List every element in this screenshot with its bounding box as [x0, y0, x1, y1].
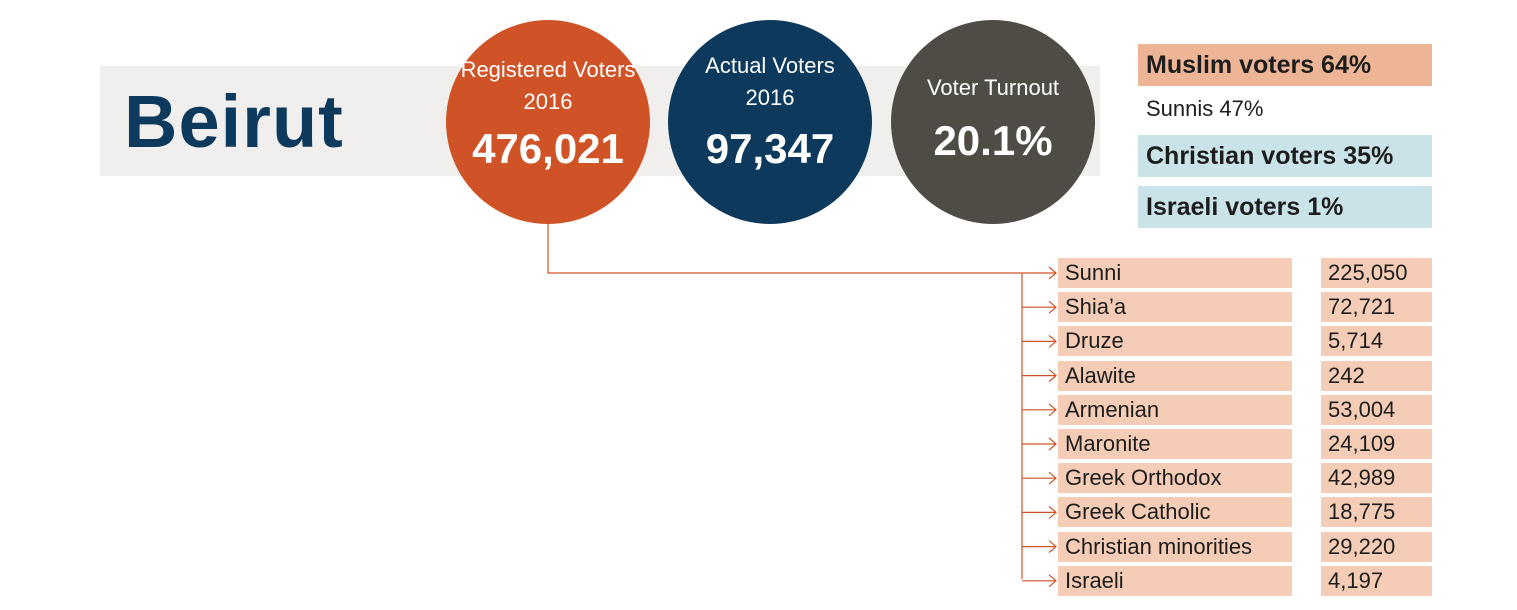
breakdown-value: 18,775 — [1321, 497, 1432, 528]
actual-voters-circle: Actual Voters 2016 97,347 — [668, 20, 872, 224]
city-title: Beirut — [124, 80, 344, 163]
breakdown-value: 242 — [1321, 360, 1432, 391]
registered-voters-label: Registered Voters 2016 — [460, 57, 636, 114]
breakdown-label: Israeli — [1058, 565, 1292, 596]
connector-arrow-head — [1048, 334, 1057, 348]
breakdown-label: Greek Orthodox — [1058, 463, 1292, 494]
breakdown-label: Maronite — [1058, 429, 1292, 459]
connector-arrow-head — [1048, 505, 1057, 519]
voter-turnout-value: 20.1% — [933, 117, 1053, 164]
breakdown-value: 53,004 — [1321, 394, 1432, 425]
registered-voters-circle: Registered Voters 2016 476,021 — [446, 20, 650, 224]
connector-arrow-head — [1048, 369, 1057, 383]
connector-arrow-head — [1048, 266, 1057, 280]
breakdown-value: 29,220 — [1321, 531, 1432, 562]
breakdown-value: 24,109 — [1321, 429, 1432, 459]
connector-arrow-head — [1048, 540, 1057, 554]
breakdown-value: 72,721 — [1321, 292, 1432, 323]
actual-voters-value: 97,347 — [705, 125, 835, 172]
breakdown-label: Armenian — [1058, 394, 1292, 425]
registered-voters-value: 476,021 — [472, 125, 624, 172]
connector-arrow-head — [1048, 437, 1057, 451]
breakdown-label: Druze — [1058, 326, 1292, 357]
breakdown-value: 42,989 — [1321, 463, 1432, 494]
muslim-voters-box: Muslim voters 64% — [1138, 44, 1432, 86]
connector-arrow-head — [1048, 403, 1057, 417]
actual-voters-label: Actual Voters 2016 — [705, 53, 835, 110]
voter-turnout-circle: Voter Turnout 20.1% — [891, 20, 1095, 224]
israeli-voters-box: Israeli voters 1% — [1138, 186, 1432, 228]
breakdown-label: Shia’a — [1058, 292, 1292, 323]
connector-arrow-head — [1048, 471, 1057, 485]
connector-arrow-head — [1048, 574, 1057, 588]
breakdown-label: Alawite — [1058, 360, 1292, 391]
breakdown-label: Sunni — [1058, 258, 1292, 288]
breakdown-value: 5,714 — [1321, 326, 1432, 357]
breakdown-label: Christian minorities — [1058, 531, 1292, 562]
connector-arrow-head — [1048, 300, 1057, 314]
sunnis-share: Sunnis 47% — [1146, 96, 1264, 121]
breakdown-label: Greek Catholic — [1058, 497, 1292, 528]
breakdown-value: 4,197 — [1321, 565, 1432, 596]
voter-turnout-label: Voter Turnout — [926, 75, 1060, 100]
christian-voters-box: Christian voters 35% — [1138, 135, 1432, 177]
breakdown-value: 225,050 — [1321, 258, 1432, 288]
